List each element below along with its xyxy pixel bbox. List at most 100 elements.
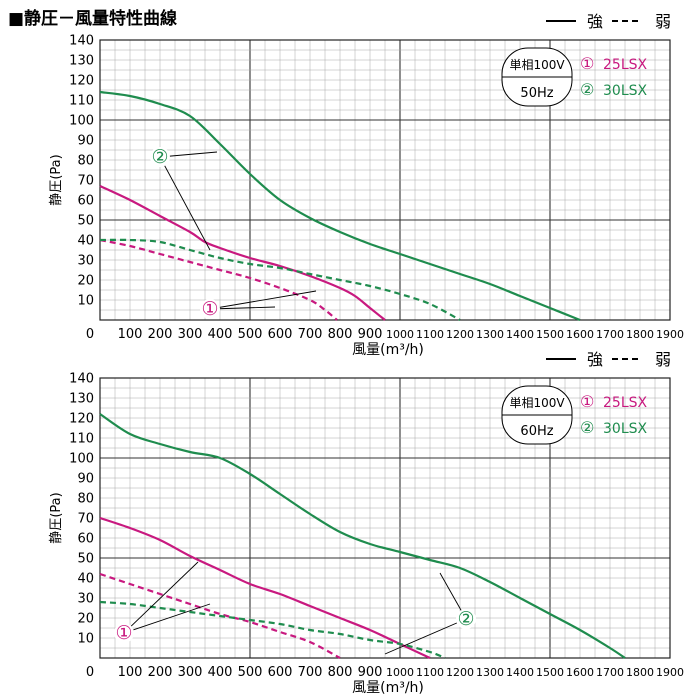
chart2-legend-model-mark: ② <box>580 418 594 437</box>
chart1-legend-strong-label: 強 <box>587 12 603 31</box>
chart1-callout-bg <box>200 299 220 319</box>
chart2-x-tick-label: 1600 <box>566 666 594 679</box>
chart1-legend-model-name: 25LSX <box>603 57 648 73</box>
chart2-x-tick-label: 300 <box>178 665 203 680</box>
chart1-y-tick-label: 10 <box>77 294 94 309</box>
chart1-legend-model-mark: ① <box>580 54 594 73</box>
chart2-callout-leader <box>123 561 199 634</box>
chart1-y-tick-label: 120 <box>69 74 94 89</box>
chart2-y-tick-label: 50 <box>77 552 94 567</box>
page-title: ■静圧－風量特性曲線 <box>8 9 178 29</box>
chart1-y-tick-label: 60 <box>77 194 94 209</box>
chart2-x-tick-label: 1000 <box>386 666 414 679</box>
chart1-x-tick-label: 800 <box>328 327 353 342</box>
chart2-callout-leader <box>384 618 467 655</box>
chart1-x-tick-label: 100 <box>118 327 143 342</box>
chart2-x-tick-label: 1400 <box>506 666 534 679</box>
chart1-x-tick-label: 400 <box>208 327 233 342</box>
chart2-y-tick-label: 40 <box>77 572 94 587</box>
chart2-legend-weak-label: 弱 <box>655 350 671 369</box>
chart2-x-tick-label: 800 <box>328 665 353 680</box>
chart2-callout-bg <box>456 609 476 629</box>
chart1-series-30LSX-weak <box>99 238 461 321</box>
chart2-x-tick-label: 1200 <box>446 666 474 679</box>
chart2-x-tick-label: 600 <box>268 665 293 680</box>
chart1-x-tick-label: 1400 <box>506 328 534 341</box>
chart2-x-tick-label: 200 <box>148 665 173 680</box>
chart2-x-tick-label: 1900 <box>656 666 684 679</box>
chart2-x-tick-label: 900 <box>358 665 383 680</box>
chart1-callout-leader <box>209 290 317 310</box>
chart1-x-tick-label: 1800 <box>626 328 654 341</box>
chart1-callout-mark: ① <box>201 298 218 320</box>
chart2-y-tick-label: 110 <box>69 432 94 447</box>
chart2-series-30LSX-weak <box>99 600 446 660</box>
chart1-x-tick-label: 900 <box>358 327 383 342</box>
chart2-x-tick-label: 0 <box>86 665 94 680</box>
chart1-x-tick-label: 1100 <box>416 328 444 341</box>
chart2-legend-strong-label: 強 <box>587 350 603 369</box>
chart1-info-box-frequency: 50Hz <box>520 86 553 101</box>
chart2-legend-model-name: 30LSX <box>603 421 648 437</box>
chart2-y-tick-label: 20 <box>77 612 94 627</box>
chart2-info-box-voltage: 単相100V <box>509 396 565 410</box>
chart1-x-tick-label: 1300 <box>476 328 504 341</box>
chart1-legend-weak-label: 弱 <box>655 12 671 31</box>
chart1-y-tick-label: 100 <box>69 114 94 129</box>
chart1-x-tick-label: 200 <box>148 327 173 342</box>
chart2-x-tick-label: 700 <box>298 665 323 680</box>
chart1-callout-leader <box>159 156 211 251</box>
chart2-callout-mark: ① <box>115 622 132 644</box>
chart2-x-tick-label: 1700 <box>596 666 624 679</box>
chart2-y-tick-label: 30 <box>77 592 94 607</box>
chart2-x-tick-label: 1100 <box>416 666 444 679</box>
chart2-legend-model-name: 25LSX <box>603 395 648 411</box>
chart1-y-tick-label: 110 <box>69 94 94 109</box>
chart1-y-tick-label: 70 <box>77 174 94 189</box>
chart1-y-tick-label: 50 <box>77 214 94 229</box>
chart2-x-axis-label: 風量(m³/h) <box>352 680 424 696</box>
chart2-x-tick-label: 400 <box>208 665 233 680</box>
chart2-y-tick-label: 130 <box>69 392 94 407</box>
chart1-x-tick-label: 1000 <box>386 328 414 341</box>
chart1-y-tick-label: 90 <box>77 134 94 149</box>
chart2-x-tick-label: 1500 <box>536 666 564 679</box>
chart2-series-25LSX-strong <box>99 516 431 659</box>
chart1-legend-model-name: 30LSX <box>603 83 648 99</box>
chart1-y-tick-label: 130 <box>69 54 94 69</box>
chart1-x-tick-label: 1600 <box>566 328 594 341</box>
chart2-callout-bg <box>114 623 134 643</box>
chart1-callout-mark: ② <box>151 146 168 168</box>
chart1-x-tick-label: 300 <box>178 327 203 342</box>
chart2-y-tick-label: 70 <box>77 512 94 527</box>
chart2-y-tick-label: 90 <box>77 472 94 487</box>
chart1-y-tick-label: 20 <box>77 274 94 289</box>
chart2-legend-model-mark: ① <box>580 392 594 411</box>
chart1-x-tick-label: 1500 <box>536 328 564 341</box>
chart2-y-tick-label: 100 <box>69 452 94 467</box>
chart2-y-tick-label: 10 <box>77 632 94 647</box>
chart2-series-30LSX-strong <box>99 413 626 659</box>
chart2-callout-leader <box>123 603 211 634</box>
chart1-x-tick-label: 1200 <box>446 328 474 341</box>
chart1-x-tick-label: 700 <box>298 327 323 342</box>
chart1-x-tick-label: 600 <box>268 327 293 342</box>
chart1-y-tick-label: 80 <box>77 154 94 169</box>
chart2-series-25LSX-weak <box>99 572 341 659</box>
chart2-info-box-frequency: 60Hz <box>520 424 553 439</box>
chart1-x-tick-label: 1700 <box>596 328 624 341</box>
chart1-y-tick-label: 30 <box>77 254 94 269</box>
chart1-info-box-voltage: 単相100V <box>509 58 565 72</box>
chart1-x-tick-label: 0 <box>86 327 94 342</box>
chart1-y-tick-label: 140 <box>69 34 94 49</box>
chart1-callout-bg <box>150 147 170 167</box>
chart1-x-tick-label: 500 <box>238 327 263 342</box>
chart1-x-tick-label: 1900 <box>656 328 684 341</box>
chart2-y-tick-label: 140 <box>69 372 94 387</box>
chart1-series-25LSX-strong <box>99 185 386 321</box>
chart2-y-tick-label: 80 <box>77 492 94 507</box>
chart2-y-tick-label: 120 <box>69 412 94 427</box>
chart1-x-axis-label: 風量(m³/h) <box>352 342 424 358</box>
chart2-callout-mark: ② <box>457 608 474 630</box>
